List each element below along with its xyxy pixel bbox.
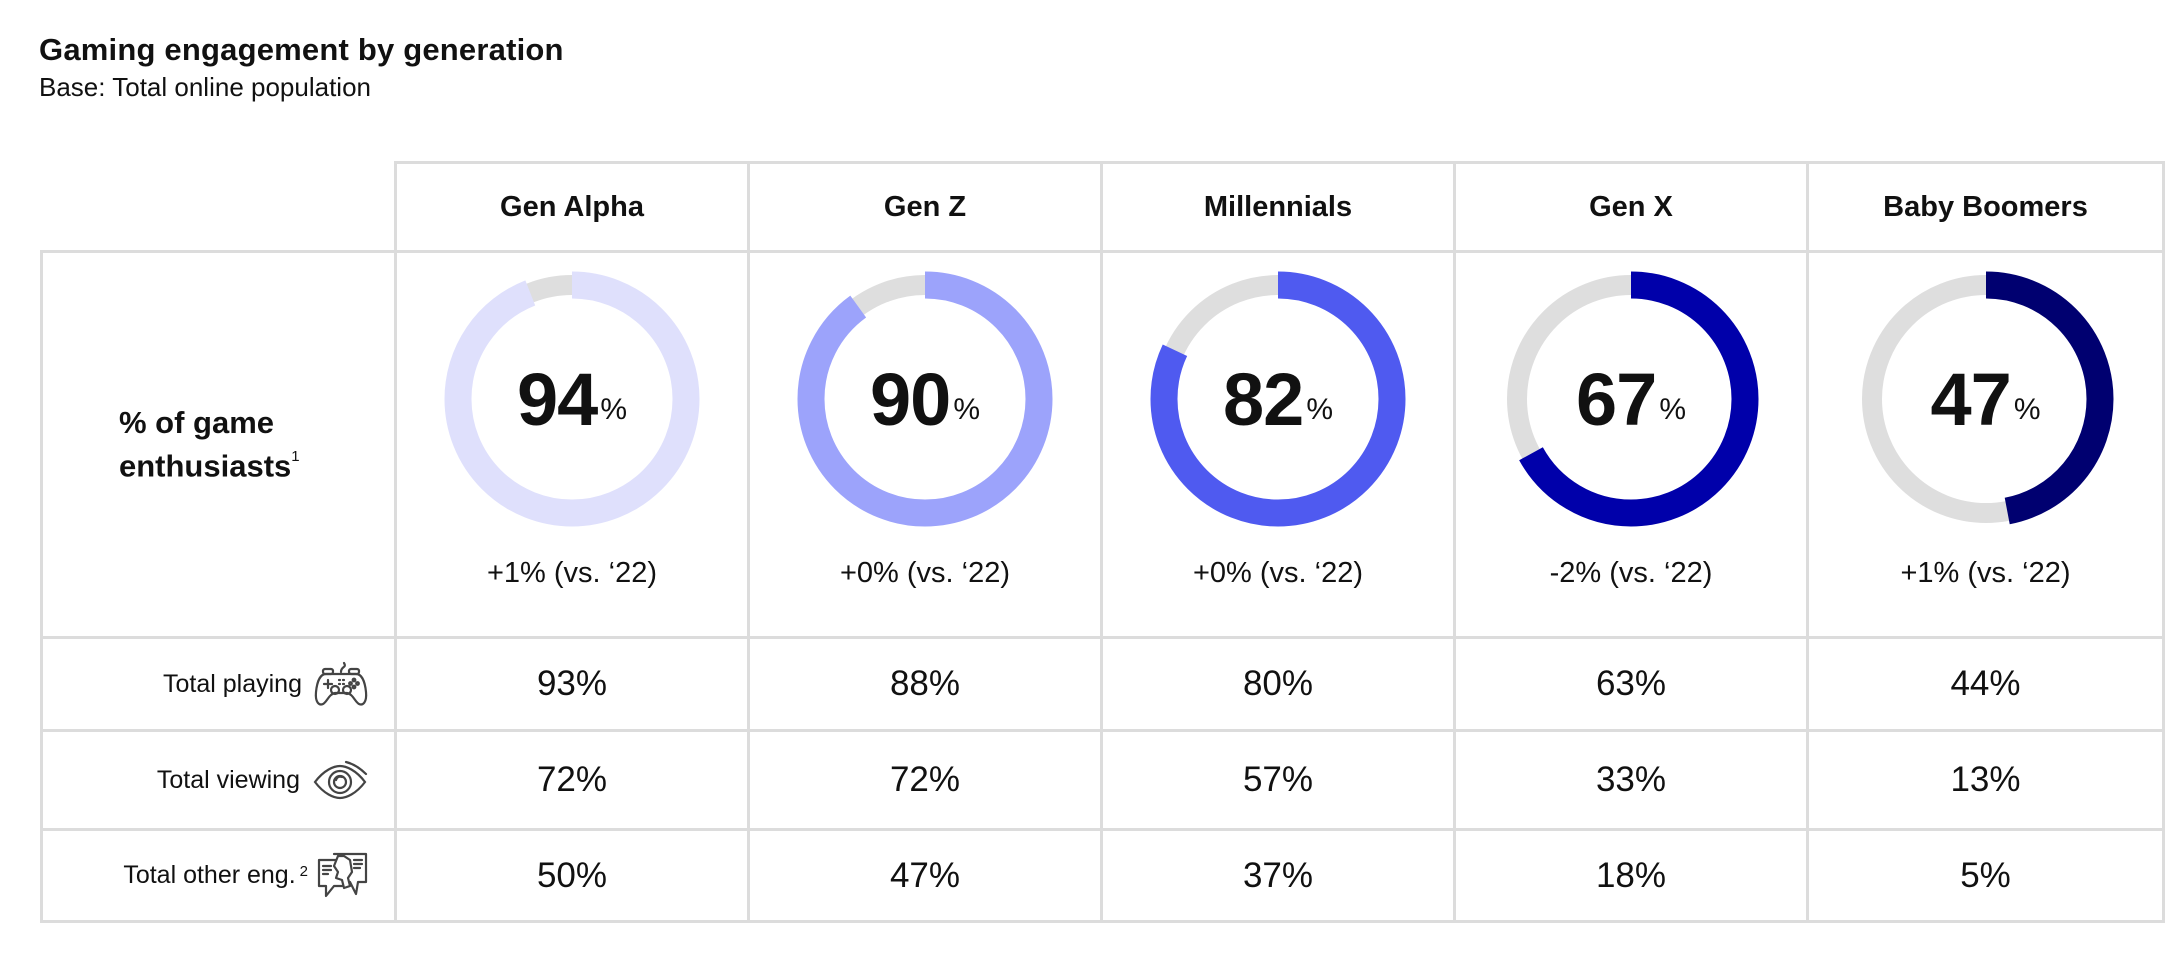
donut-value-number: 47 (1930, 357, 2012, 441)
label-line-2: enthusiasts1 (119, 442, 300, 485)
donut-value: 47% (1856, 269, 2116, 529)
value-total-playing-baby-boomers: 44% (1806, 636, 2165, 732)
donut-value-percent: % (1306, 393, 1333, 426)
value-total-viewing-gen-alpha: 72% (394, 729, 750, 831)
donut-value-arc (797, 271, 1053, 527)
change-vs-2022: +0% (vs. ‘22) (1192, 557, 1364, 589)
value-total-playing-gen-alpha: 93% (394, 636, 750, 732)
donut-ring (1503, 271, 1759, 527)
value-total-viewing-gen-z: 72% (747, 729, 1103, 831)
enthusiasts-label-text: % of game enthusiasts1 (119, 404, 300, 485)
donut-value-arc (1503, 271, 1759, 527)
donut-value-percent: % (600, 393, 627, 426)
row-label-total-other-engagement: Total other eng. 2 (40, 828, 397, 923)
enthusiasts-label: % of game enthusiasts1 (40, 250, 397, 639)
value-total-playing-millennials: 80% (1100, 636, 1456, 732)
change-vs-2022: +1% (vs. ‘22) (486, 557, 658, 589)
donut-value: 90% (795, 269, 1055, 529)
row-label-total-viewing: Total viewing (40, 729, 397, 831)
donut-ring (797, 271, 1053, 527)
value-total-viewing-baby-boomers: 13% (1806, 729, 2165, 831)
donut-cell-millennials: 82% +0% (vs. ‘22) (1100, 250, 1456, 639)
donut-chart-gen-alpha: 94% (442, 269, 702, 529)
value-total-other-engagement-millennials: 37% (1100, 828, 1456, 923)
column-header-millennials: Millennials (1100, 161, 1456, 253)
donut-value-number: 90 (870, 357, 951, 441)
row-label-text: Total viewing (156, 765, 300, 794)
donut-value-percent: % (1659, 393, 1686, 426)
change-vs-2022: +0% (vs. ‘22) (839, 557, 1011, 589)
footnote-marker: 1 (291, 447, 300, 465)
donut-value-arc (1858, 271, 2113, 527)
value-total-other-engagement-gen-alpha: 50% (394, 828, 750, 923)
donut-value-arc (1150, 271, 1406, 527)
column-header-gen-z: Gen Z (747, 161, 1103, 253)
value-total-other-engagement-baby-boomers: 5% (1806, 828, 2165, 923)
change-vs-2022: +1% (vs. ‘22) (1900, 557, 2071, 589)
value-total-viewing-gen-x: 33% (1453, 729, 1809, 831)
donut-chart-gen-z: 90% (795, 269, 1055, 529)
donut-value-percent: % (953, 393, 980, 426)
change-vs-2022: -2% (vs. ‘22) (1549, 557, 1713, 589)
label-line-1: % of game (119, 404, 275, 440)
conversation-icon (314, 850, 368, 902)
donut-value: 94% (442, 269, 702, 529)
donut-ring (1858, 271, 2113, 527)
column-header-baby-boomers: Baby Boomers (1806, 161, 2165, 253)
value-total-other-engagement-gen-z: 47% (747, 828, 1103, 923)
donut-value-arc (444, 271, 700, 527)
donut-cell-gen-alpha: 94% +1% (vs. ‘22) (394, 250, 750, 639)
donut-ring (1150, 271, 1406, 527)
value-total-playing-gen-x: 63% (1453, 636, 1809, 732)
eye-icon (312, 758, 368, 802)
value-total-viewing-millennials: 57% (1100, 729, 1456, 831)
column-header-gen-x: Gen X (1453, 161, 1809, 253)
donut-chart-millennials: 82% (1148, 269, 1408, 529)
column-header-gen-alpha: Gen Alpha (394, 161, 750, 253)
donut-cell-gen-x: 67% -2% (vs. ‘22) (1453, 250, 1809, 639)
chart-subtitle: Base: Total online population (39, 72, 371, 102)
row-label-total-playing: Total playing (40, 636, 397, 732)
donut-value-percent: % (2013, 393, 2041, 426)
row-label-text: Total other eng. (123, 861, 296, 889)
donut-chart-gen-x: 67% (1501, 269, 1761, 529)
donut-ring (444, 271, 700, 527)
donut-value: 82% (1148, 269, 1408, 529)
donut-value-number: 67 (1576, 357, 1657, 441)
row-label-text: Total playing (163, 669, 302, 698)
chart-title: Gaming engagement by generation (39, 32, 564, 67)
footnote-marker: 2 (299, 863, 308, 880)
label-line-2-text: enthusiasts (119, 448, 292, 484)
donut-cell-gen-z: 90% +0% (vs. ‘22) (747, 250, 1103, 639)
donut-value-number: 82 (1223, 357, 1304, 441)
value-total-other-engagement-gen-x: 18% (1453, 828, 1809, 923)
value-total-playing-gen-z: 88% (747, 636, 1103, 732)
donut-cell-baby-boomers: 47% +1% (vs. ‘22) (1806, 250, 2165, 639)
game-controller-icon (314, 660, 368, 708)
donut-value: 67% (1501, 269, 1761, 529)
donut-value-number: 94 (517, 357, 598, 441)
donut-chart-baby-boomers: 47% (1856, 269, 2116, 529)
